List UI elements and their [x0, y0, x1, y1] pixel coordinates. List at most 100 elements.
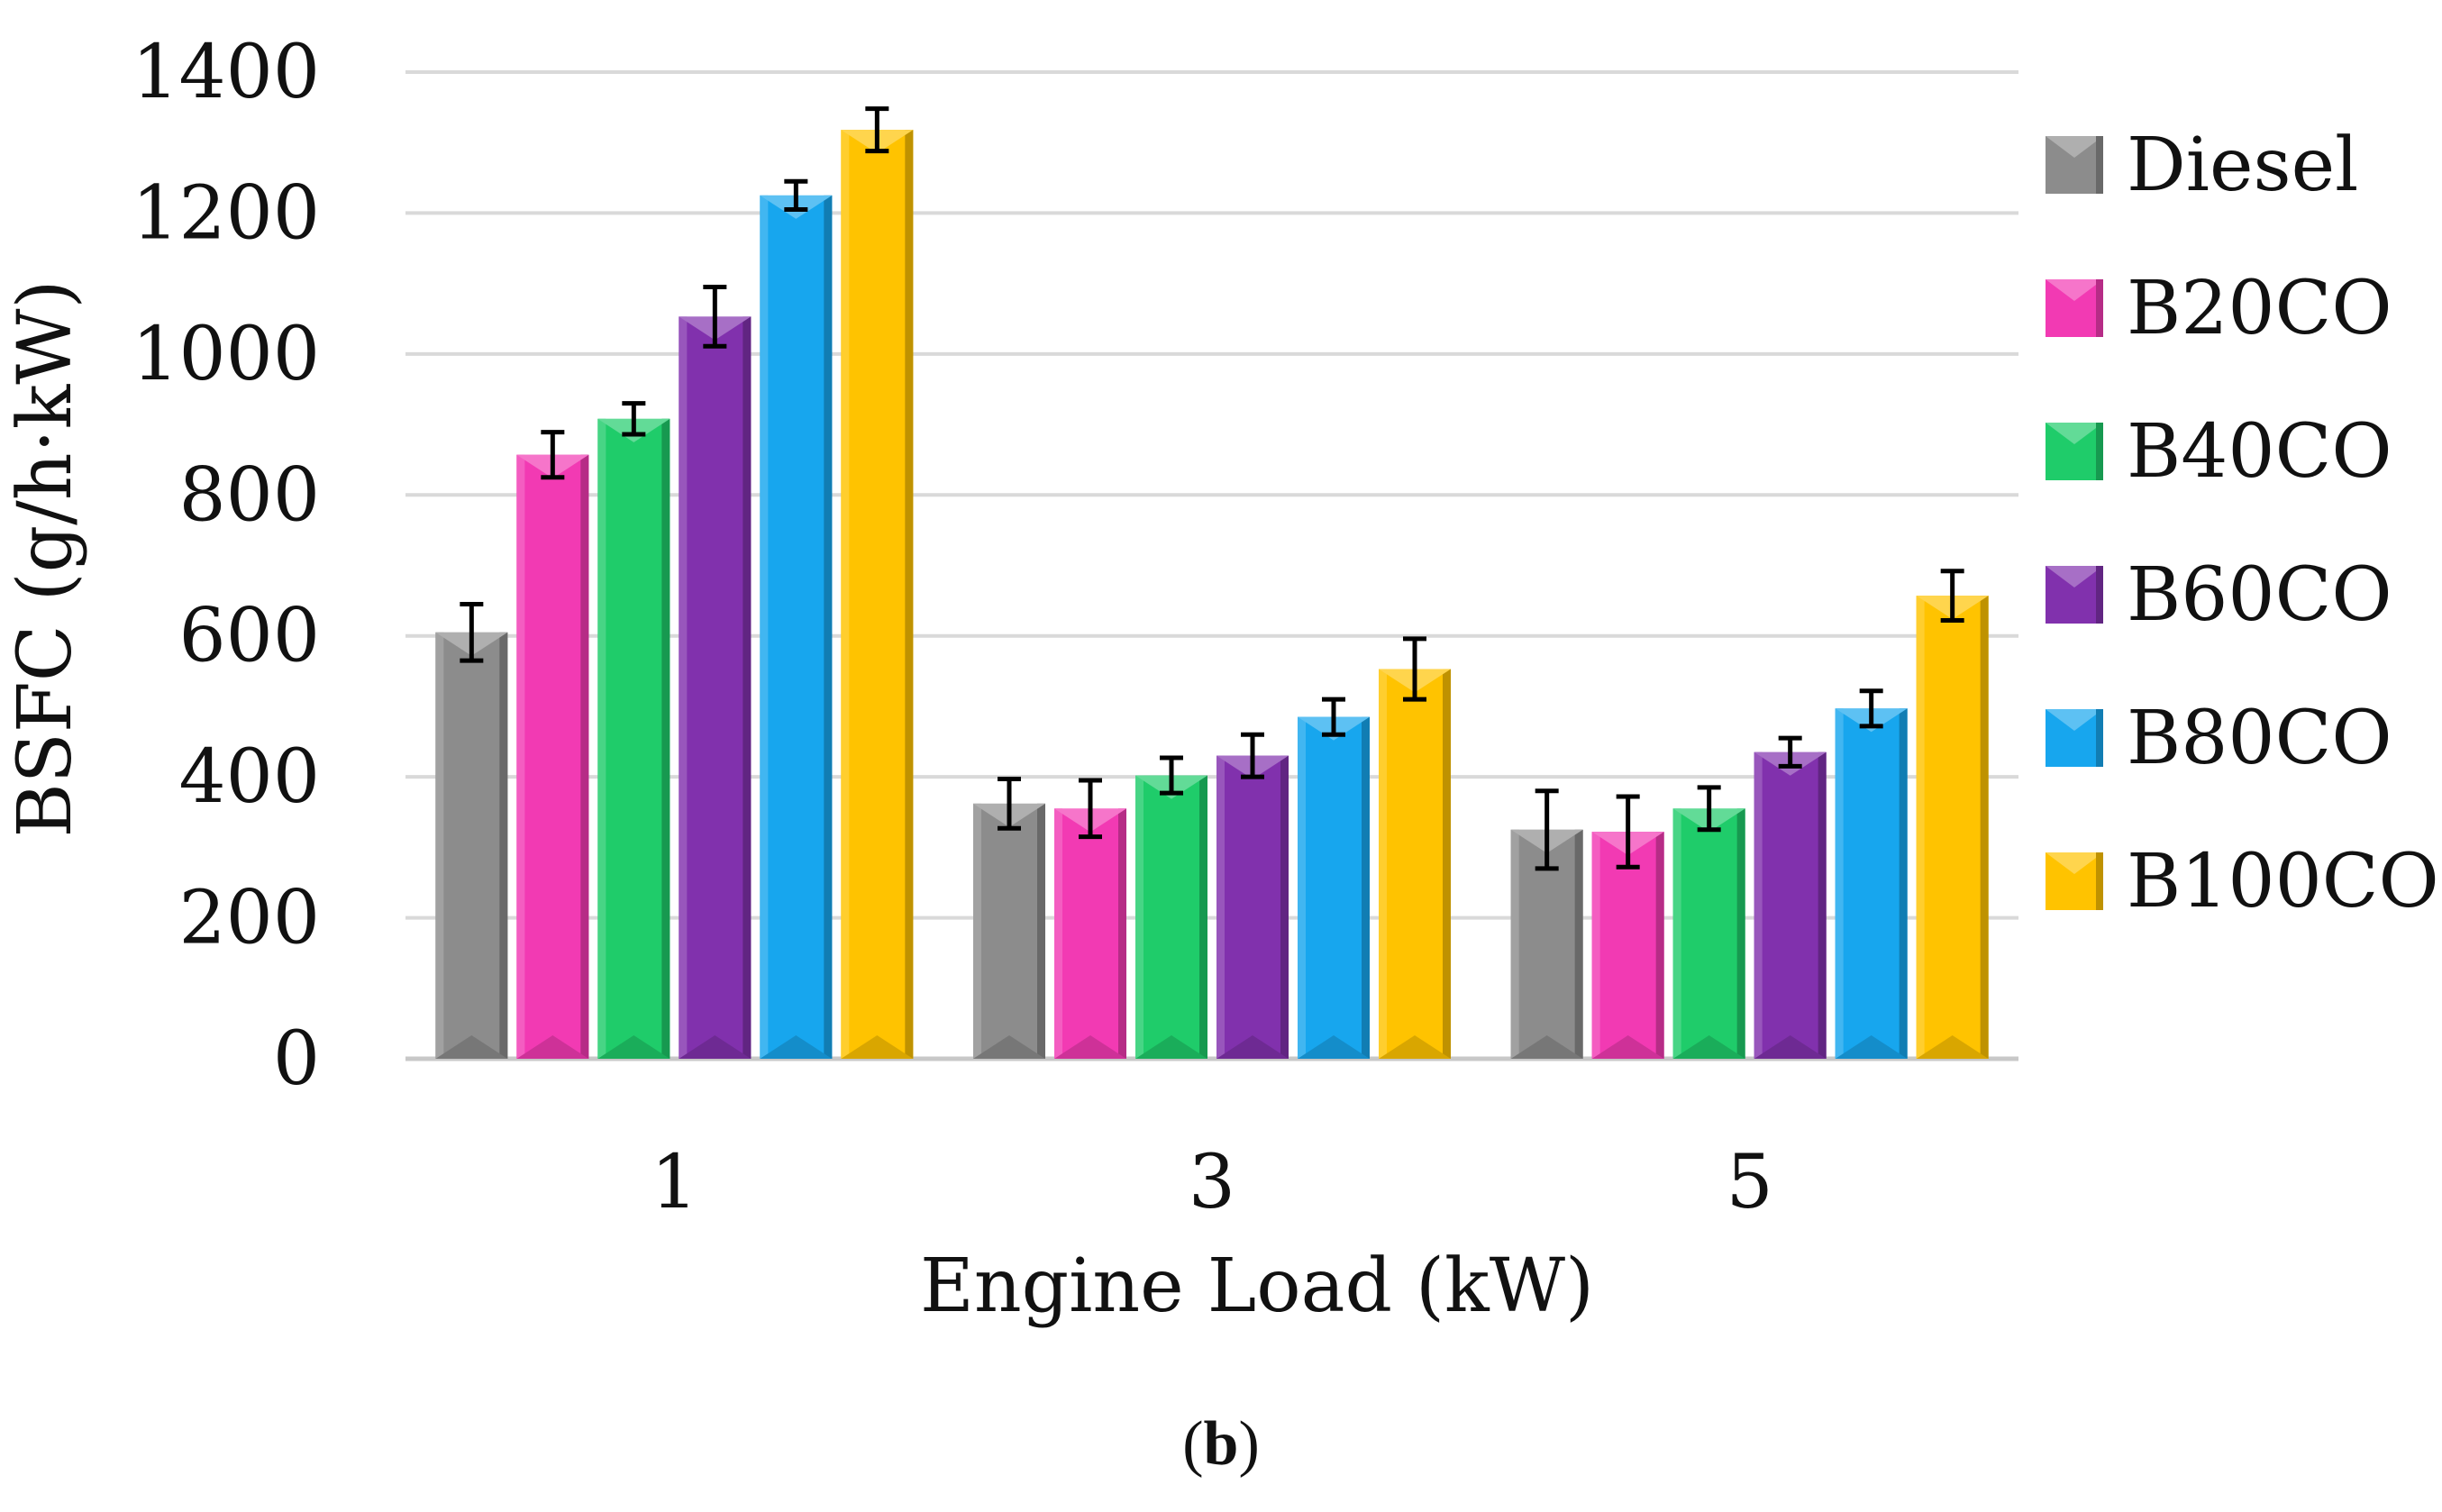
- bar-highlight: [679, 316, 688, 1059]
- figure-caption: (b): [1182, 1409, 1260, 1479]
- bar-edge: [824, 195, 833, 1059]
- x-tick-label: 3: [1189, 1140, 1235, 1225]
- error-bar: [1241, 732, 1264, 779]
- bar-edge: [1443, 669, 1451, 1059]
- bar: [1591, 832, 1664, 1059]
- bar-edge: [1574, 829, 1583, 1059]
- bar: [760, 195, 833, 1059]
- legend-swatch-edge: [2096, 423, 2103, 480]
- legend-label: B100CO: [2127, 839, 2439, 925]
- legend-item: B60CO: [2046, 552, 2392, 638]
- bar-body: [760, 195, 833, 1059]
- legend: Diesel B20CO B40CO B60CO B80CO B100CO: [2046, 123, 2439, 925]
- legend-swatch-bevel: [2046, 279, 2103, 301]
- bars: [435, 130, 1989, 1059]
- legend-swatch-bevel: [2046, 423, 2103, 444]
- bar-highlight: [1754, 751, 1763, 1059]
- gridlines: [405, 70, 2018, 1061]
- bar: [1754, 751, 1827, 1059]
- bar: [841, 130, 914, 1059]
- bar-body: [1835, 708, 1908, 1059]
- legend-swatch-edge: [2096, 279, 2103, 337]
- bar: [516, 454, 589, 1059]
- y-tick-label: 1000: [132, 312, 320, 397]
- bar-bevel-bottom: [1672, 1035, 1745, 1059]
- legend-swatch-edge: [2096, 852, 2103, 910]
- bar-edge: [1362, 716, 1370, 1059]
- bar-edge: [1736, 808, 1745, 1059]
- bar: [1216, 755, 1289, 1059]
- bar-bevel-bottom: [435, 1035, 508, 1059]
- error-bar: [1940, 569, 1964, 624]
- bar-edge: [1818, 751, 1827, 1059]
- bar-edge: [743, 316, 752, 1059]
- legend-item: B40CO: [2046, 409, 2392, 495]
- legend-item: Diesel: [2046, 123, 2358, 208]
- bar-body: [435, 632, 508, 1059]
- error-bar: [1859, 688, 1883, 729]
- bar-edge: [905, 130, 914, 1059]
- y-tick-label: 200: [178, 876, 320, 961]
- bar: [973, 803, 1045, 1059]
- bar: [1916, 596, 1989, 1059]
- legend-swatch-edge: [2096, 136, 2103, 194]
- x-axis-tick-labels: 1 3 5: [651, 1140, 1773, 1225]
- bar-highlight: [435, 632, 444, 1059]
- error-bar: [1403, 636, 1426, 702]
- error-bar: [865, 106, 889, 154]
- bar-bevel-bottom: [1135, 1035, 1207, 1059]
- legend-label: B40CO: [2127, 409, 2392, 495]
- bar-body: [1591, 832, 1664, 1059]
- error-bar: [1778, 735, 1802, 769]
- bar-body: [597, 418, 670, 1059]
- bar-highlight: [760, 195, 769, 1059]
- bar: [1298, 716, 1370, 1059]
- bar-edge: [499, 632, 508, 1059]
- error-bar: [1160, 755, 1183, 796]
- bar-bevel-bottom: [1510, 1035, 1583, 1059]
- bar: [1054, 808, 1126, 1059]
- bar-bevel-bottom: [1835, 1035, 1908, 1059]
- bar-edge: [1118, 808, 1126, 1059]
- bar-edge: [1655, 832, 1664, 1059]
- legend-item: B20CO: [2046, 266, 2392, 351]
- bar-body: [841, 130, 914, 1059]
- bar: [1135, 775, 1207, 1059]
- bar-body: [1298, 716, 1370, 1059]
- error-bar: [784, 178, 808, 213]
- x-tick-label: 1: [651, 1140, 697, 1225]
- bar-highlight: [516, 454, 525, 1059]
- y-axis-title: BSFC (g/h·kW): [3, 279, 88, 837]
- bar: [1379, 669, 1451, 1059]
- bar: [679, 316, 752, 1059]
- legend-swatch-edge: [2096, 566, 2103, 624]
- legend-swatch-edge: [2096, 709, 2103, 767]
- error-bar: [541, 430, 565, 480]
- bar-bevel-bottom: [1754, 1035, 1827, 1059]
- bar-highlight: [1054, 808, 1062, 1059]
- bar-edge: [1899, 708, 1908, 1059]
- bar-highlight: [597, 418, 606, 1059]
- bar-body: [1754, 751, 1827, 1059]
- bar-bevel-bottom: [1916, 1035, 1989, 1059]
- y-tick-label: 1400: [132, 30, 320, 115]
- bar-highlight: [1916, 596, 1925, 1059]
- error-bar: [998, 776, 1021, 831]
- bar-highlight: [841, 130, 850, 1059]
- bar-bevel-bottom: [841, 1035, 914, 1059]
- bar-bevel-bottom: [973, 1035, 1045, 1059]
- bar-bevel-bottom: [597, 1035, 670, 1059]
- bar-bevel-bottom: [1379, 1035, 1451, 1059]
- x-axis-title: Engine Load (kW): [920, 1243, 1594, 1329]
- y-tick-label: 1200: [132, 170, 320, 256]
- error-bar: [1079, 778, 1102, 840]
- legend-swatch-bevel: [2046, 852, 2103, 874]
- legend-swatch-bevel: [2046, 709, 2103, 731]
- bar-bevel-bottom: [760, 1035, 833, 1059]
- bar-body: [1672, 808, 1745, 1059]
- bar-highlight: [973, 803, 981, 1059]
- error-bar: [1697, 785, 1721, 833]
- bar-body: [1379, 669, 1451, 1059]
- legend-item: B80CO: [2046, 696, 2392, 781]
